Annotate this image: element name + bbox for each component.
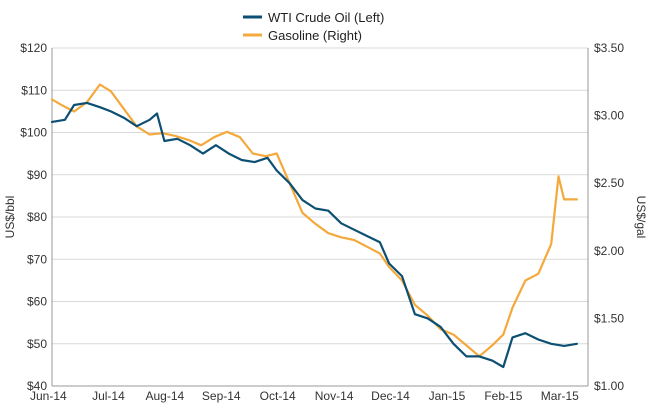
x-tick-label: Jan-15 xyxy=(429,389,466,403)
right-axis-title: US$/gal xyxy=(634,196,648,239)
right-tick-label: $2.00 xyxy=(594,244,624,258)
series-line-wti xyxy=(50,101,579,369)
left-tick-label: $120 xyxy=(20,41,47,55)
left-tick-label: $40 xyxy=(27,379,47,393)
left-axis-title: US$/bbl xyxy=(3,196,17,239)
legend: WTI Crude Oil (Left) Gasoline (Right) xyxy=(243,10,384,43)
right-axis-ticks: $1.00 $1.50 $2.00 $2.50 $3.00 $3.50 xyxy=(594,41,624,393)
x-tick-label: Jun-14 xyxy=(30,389,67,403)
series-layer xyxy=(50,83,579,369)
left-tick-label: $90 xyxy=(27,168,47,182)
x-tick-label: Sep-14 xyxy=(202,389,241,403)
right-tick-label: $3.50 xyxy=(594,41,624,55)
left-axis-ticks: $40 $50 $60 $70 $80 $90 $100 $110 $120 xyxy=(20,41,47,393)
right-tick-label: $1.50 xyxy=(594,311,624,325)
left-tick-label: $110 xyxy=(21,83,47,97)
right-tick-label: $1.00 xyxy=(594,379,624,393)
right-tick-label: $3.00 xyxy=(594,109,624,123)
left-tick-label: $80 xyxy=(27,210,47,224)
x-axis-ticks: Jun-14 Jul-14 Aug-14 Sep-14 Oct-14 Nov-14 Dec-… xyxy=(30,389,579,403)
x-tick-label: Nov-14 xyxy=(315,389,354,403)
x-tick-label: Feb-15 xyxy=(484,389,522,403)
x-tick-label: Aug-14 xyxy=(145,389,184,403)
x-tick-label: Mar-15 xyxy=(541,389,579,403)
left-tick-label: $50 xyxy=(27,337,47,351)
x-tick-label: Oct-14 xyxy=(260,389,296,403)
legend-label-wti: WTI Crude Oil (Left) xyxy=(268,10,384,25)
left-tick-label: $70 xyxy=(27,252,47,266)
x-tick-label: Jul-14 xyxy=(92,389,125,403)
legend-label-gasoline: Gasoline (Right) xyxy=(268,28,362,43)
left-tick-label: $100 xyxy=(20,126,47,140)
x-tick-label: Dec-14 xyxy=(371,389,410,403)
right-tick-label: $2.50 xyxy=(594,176,624,190)
series-line-gasoline xyxy=(50,83,579,358)
left-tick-label: $60 xyxy=(27,295,47,309)
gridlines xyxy=(51,47,589,387)
